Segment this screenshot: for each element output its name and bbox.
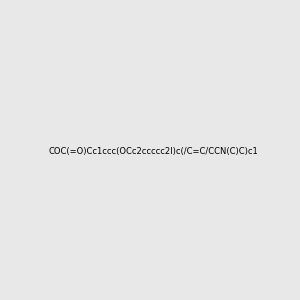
Text: COC(=O)Cc1ccc(OCc2ccccc2I)c(/C=C/CCN(C)C)c1: COC(=O)Cc1ccc(OCc2ccccc2I)c(/C=C/CCN(C)C… (49, 147, 259, 156)
